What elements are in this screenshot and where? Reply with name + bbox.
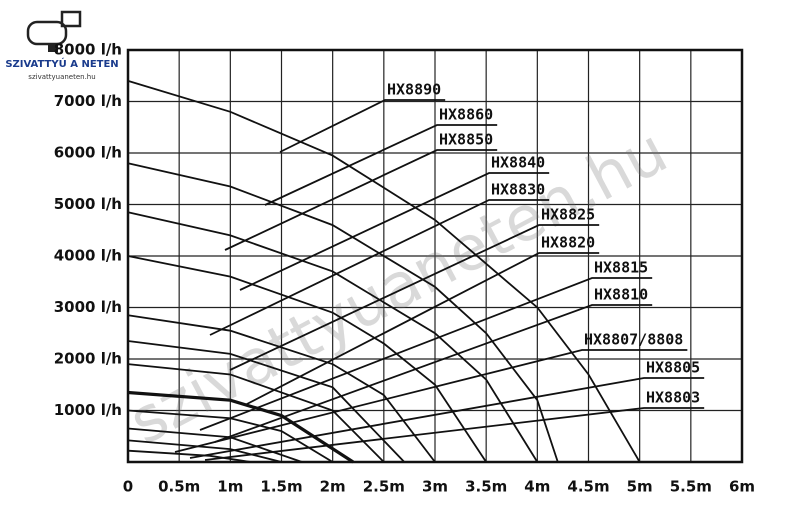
legend-label: HX8830: [491, 181, 545, 199]
leader-line: [209, 199, 550, 336]
x-tick-label: 5.5m: [670, 478, 712, 496]
legend-label: HX8820: [541, 234, 595, 252]
y-tick-label: 5000 l/h: [54, 195, 122, 213]
legend-label: HX8840: [491, 154, 545, 172]
pump-curve: [127, 255, 487, 463]
logo-title: SZIVATTYÚ A NETEN: [5, 57, 118, 70]
pump-curve: [127, 363, 385, 463]
legend-label: HX8807/8808: [584, 331, 683, 349]
leader-line: [204, 407, 705, 461]
leader-line: [229, 224, 600, 371]
y-tick-label: 1000 l/h: [54, 401, 122, 419]
leader-line: [224, 149, 498, 251]
legend-label: HX8815: [594, 259, 648, 277]
legend-label: HX8825: [541, 206, 595, 224]
y-tick-label: 4000 l/h: [54, 247, 122, 265]
x-tick-label: 4.5m: [567, 478, 609, 496]
x-tick-label: 1m: [217, 478, 243, 496]
x-tick-label: 3m: [422, 478, 448, 496]
logo-subtitle: szivattyuaneten.hu: [28, 73, 95, 81]
legend-label: HX8860: [439, 106, 493, 124]
x-tick-label: 5m: [627, 478, 653, 496]
legend-label: HX8890: [387, 81, 441, 99]
x-tick-label: 2.5m: [363, 478, 405, 496]
leader-line: [189, 377, 705, 459]
legend-label: HX8850: [439, 131, 493, 149]
leader-line: [199, 277, 653, 431]
x-tick-label: 4m: [524, 478, 550, 496]
legend-label: HX8805: [646, 359, 700, 377]
legend-label: HX8803: [646, 389, 700, 407]
pump-curve: [127, 449, 251, 463]
x-tick-label: 1.5m: [260, 478, 302, 496]
y-tick-label: 6000 l/h: [54, 144, 122, 162]
leader-line: [174, 349, 688, 453]
pump-curve: [127, 211, 539, 463]
x-tick-label: 6m: [729, 478, 755, 496]
x-tick-label: 0.5m: [158, 478, 200, 496]
pump-curve: [127, 340, 405, 463]
leader-line: [279, 99, 446, 153]
pump-curve: [127, 162, 559, 463]
logo: SZIVATTYÚ A NETEN szivattyuaneten.hu: [5, 10, 119, 81]
leader-line: [244, 252, 600, 406]
x-tick-label: 2m: [320, 478, 346, 496]
y-tick-label: 8000 l/h: [54, 41, 122, 59]
y-tick-label: 7000 l/h: [54, 92, 122, 110]
x-tick-label: 3.5m: [465, 478, 507, 496]
leader-line: [239, 172, 550, 291]
logo-icon: [26, 20, 68, 46]
pump-curve: [127, 409, 334, 463]
legend-label: HX8810: [594, 286, 648, 304]
logo-icon: [48, 44, 58, 52]
pump-curve: [127, 314, 436, 463]
leader-line: [214, 304, 653, 443]
leader-line: [264, 124, 498, 206]
pump-curve: [127, 439, 282, 463]
logo-icon: [60, 10, 82, 28]
x-tick-label: 0: [123, 478, 133, 496]
y-tick-label: 3000 l/h: [54, 298, 122, 316]
pump-curve: [127, 80, 641, 463]
y-tick-label: 2000 l/h: [54, 350, 122, 368]
